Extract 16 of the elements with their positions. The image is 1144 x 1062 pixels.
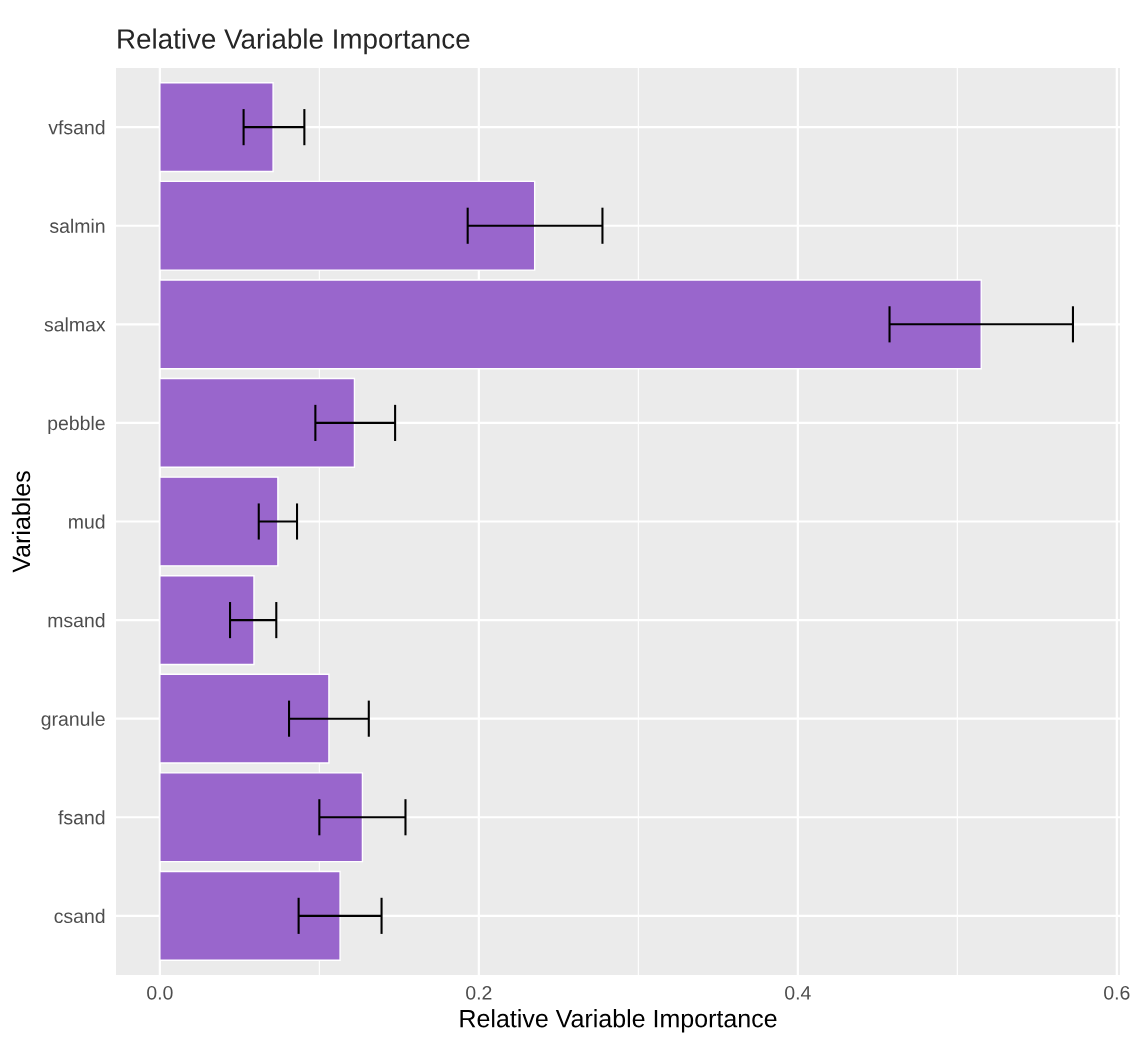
x-axis-title: Relative Variable Importance <box>460 1009 777 1033</box>
y-tick-label: mud <box>69 514 105 529</box>
x-tick-label: 0.2 <box>466 985 492 1000</box>
y-tick-label: vfsand <box>48 120 105 135</box>
x-tick-label: 0.6 <box>1104 985 1130 1000</box>
x-tick-label: 0.0 <box>147 985 173 1000</box>
y-tick-label: csand <box>54 908 105 924</box>
chart-title: Relative Variable Importance <box>118 28 470 55</box>
x-tick-label: 0.4 <box>785 985 811 1000</box>
y-tick-label: salmin <box>49 218 105 233</box>
y-tick-label: msand <box>48 613 105 628</box>
y-tick-label: granule <box>41 711 105 730</box>
y-tick-label: fsand <box>58 810 105 825</box>
y-tick-label: pebble <box>48 415 105 434</box>
y-tick-label: salmax <box>44 317 106 332</box>
y-axis-title: Variables <box>11 471 31 573</box>
